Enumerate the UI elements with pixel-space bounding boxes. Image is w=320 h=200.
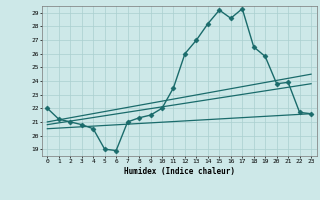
X-axis label: Humidex (Indice chaleur): Humidex (Indice chaleur)	[124, 167, 235, 176]
